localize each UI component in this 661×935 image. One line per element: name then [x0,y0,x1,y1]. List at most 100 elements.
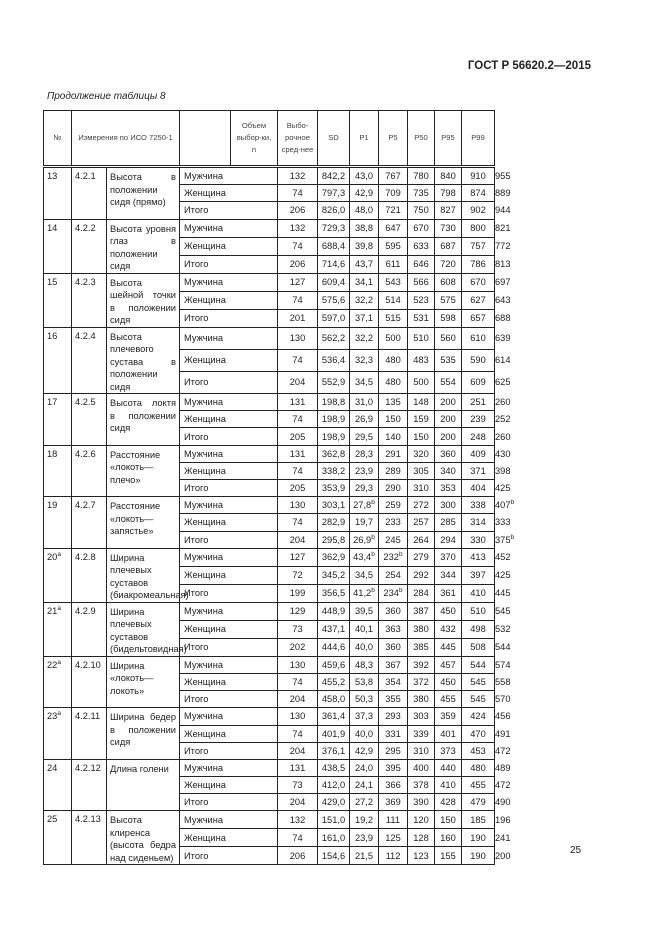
cell-sex: Итого [179,308,278,328]
cell-sex: Мужчина [179,758,278,778]
cell-sd: 50,3 [349,690,379,709]
cell-sd: 23,9 [349,461,379,481]
footnote-mark: b [371,587,375,595]
cell-p5: 284 [407,583,435,603]
cell-description: Высота в положении сидя (прямо) [106,166,180,220]
cell-p50: 720 [434,254,462,274]
cell-description: Ширина плечевых суставов (биакромеальная… [106,547,189,603]
cell-sd: 42,9 [349,184,379,203]
cell-p5: 310 [407,741,435,760]
table-row: Итого 206 826,0 48,0 721 750 827 902 944 [44,201,511,220]
header-iso: Измерения по ИСО 7250-1 [71,110,180,167]
table-row: Женщина 74 401,9 40,0 331 339 401 470 491 [44,724,511,743]
cell-no: 13 [43,166,72,220]
cell-mean: 198,8 [317,393,350,412]
cell-description: Высота плечевого сустава в положении сид… [106,326,180,395]
cell-sex: Мужчина [179,707,278,726]
cell-n: 74 [277,828,318,848]
cell-p1: 233 [378,513,408,532]
cell-sd: 19,2 [349,810,379,830]
cell-p5: 320 [407,444,435,463]
cell-p5: 380 [407,619,435,639]
cell-p50: 353 [434,478,462,498]
cell-p1: 112 [378,846,408,866]
cell-sd: 32,3 [349,348,379,372]
cell-p5: 123 [407,846,435,866]
cell-p95: 508 [461,637,495,657]
cell-sex: Мужчина [179,810,278,830]
cell-p5: 279 [407,547,435,567]
cell-p1: 234b [378,583,408,603]
cell-p95: 314 [461,513,495,532]
cell-code: 4.2.6 [71,444,107,498]
table-row: Итого 204 458,0 50,3 355 380 455 545 570 [44,690,511,709]
cell-n: 73 [277,619,318,639]
cell-no: 23a [43,707,72,760]
cell-sd: 27,8b [349,496,379,515]
cell-p50: 445 [434,637,462,657]
cell-p95: 409 [461,444,495,463]
cell-mean: 552,9 [317,370,350,395]
cell-n: 127 [277,272,318,292]
cell-n: 204 [277,741,318,760]
footnote-mark: b [371,533,375,541]
cell-p5: 120 [407,810,435,830]
cell-p95: 479 [461,793,495,812]
cell-n: 204 [277,530,318,549]
cell-description: Высота локтя в положении сидя [106,393,180,446]
cell-p1: 500 [378,326,408,350]
cell-p50: 285 [434,513,462,532]
cell-n: 130 [277,655,318,674]
cell-no: 24 [43,758,72,812]
table-row: Итого 205 198,9 29,5 140 150 200 248 260 [44,427,511,446]
cell-sd: 37,1 [349,308,379,328]
cell-p1: 480 [378,370,408,395]
cell-sex: Итого [179,846,278,866]
cell-sex: Женщина [179,828,278,848]
cell-description: Длина голени [106,758,180,812]
cell-n: 74 [277,672,318,692]
cell-p95: 410 [461,583,495,603]
cell-p5: 385 [407,637,435,657]
cell-code: 4.2.1 [71,166,107,220]
cell-p1: 140 [378,427,408,446]
cell-p1: 595 [378,236,408,256]
cell-no: 21a [43,601,72,657]
cell-p50: 730 [434,218,462,238]
table-row: 21a 4.2.9 Ширина плечевых суставов (бидель… [43,601,511,657]
cell-sd: 29,3 [349,478,379,498]
cell-no: 17 [43,393,72,446]
table-row: 20a 4.2.8 Ширина плечевых суставов (биакро… [43,547,511,603]
cell-mean: 353,9 [317,478,350,498]
cell-code: 4.2.3 [71,272,107,328]
cell-p1: 331 [378,724,408,743]
table-row: Итого 204 295,8 26,9b 245 264 294 330 375b [44,530,514,549]
cell-sd: 27,2 [349,793,379,812]
cell-mean: 562,2 [317,326,350,350]
cell-sex: Итого [179,637,278,657]
cell-p50: 827 [434,201,462,220]
cell-code: 4.2.10 [71,655,107,709]
cell-sd: 39,5 [349,601,379,621]
cell-n: 131 [277,758,318,778]
header-p99: P99 [461,110,495,167]
table-row: 19 4.2.7 Расстояние «локоть—запястье» Мужчи… [43,496,514,549]
cell-description: Расстояние «локоть—плечо» [106,444,180,498]
cell-n: 74 [277,461,318,481]
cell-sex: Мужчина [179,444,278,463]
cell-p50: 155 [434,846,462,866]
cell-description: Высота шейной точки в положении сидя [106,272,180,328]
cell-mean: 609,4 [317,272,350,292]
cell-sex: Мужчина [179,496,278,515]
cell-p1: 369 [378,793,408,812]
cell-p50: 575 [434,290,462,310]
cell-p1: 767 [378,165,408,186]
cell-mean: 412,0 [317,776,350,795]
cell-mean: 161,0 [317,828,350,848]
cell-p95: 786 [461,254,495,274]
cell-mean: 826,0 [317,201,350,220]
cell-p95: 330 [461,530,495,549]
footnote-mark: b [398,587,403,595]
cell-p95: 498 [461,619,495,639]
cell-p95: 185 [461,810,495,830]
